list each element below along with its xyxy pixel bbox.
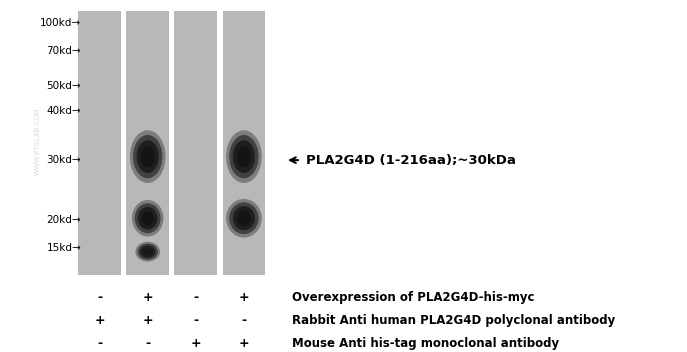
Text: 100kd→: 100kd→ (40, 18, 81, 28)
Ellipse shape (133, 135, 162, 178)
Ellipse shape (233, 206, 255, 230)
Text: +: + (142, 291, 153, 304)
Bar (126, 11, 169, 275)
Text: -: - (145, 337, 150, 350)
Ellipse shape (141, 146, 155, 167)
Ellipse shape (137, 244, 158, 260)
Ellipse shape (135, 242, 160, 262)
Text: -: - (193, 291, 199, 304)
Ellipse shape (130, 130, 166, 183)
Ellipse shape (137, 140, 159, 173)
Text: 70kd→: 70kd→ (47, 46, 81, 56)
Ellipse shape (132, 200, 164, 237)
Text: -: - (241, 314, 247, 327)
Ellipse shape (143, 248, 153, 256)
Text: WWW.PTGLAB.COM: WWW.PTGLAB.COM (35, 107, 41, 175)
Ellipse shape (233, 140, 255, 173)
Ellipse shape (138, 207, 157, 230)
Text: 50kd→: 50kd→ (47, 81, 81, 91)
Text: +: + (142, 314, 153, 327)
Ellipse shape (229, 135, 258, 178)
Text: +: + (238, 291, 249, 304)
Text: +: + (238, 337, 249, 350)
Text: 15kd→: 15kd→ (46, 243, 81, 253)
Text: 40kd→: 40kd→ (47, 106, 81, 116)
Ellipse shape (229, 202, 258, 234)
Bar (174, 11, 217, 275)
Ellipse shape (226, 130, 262, 183)
Text: -: - (97, 291, 102, 304)
Ellipse shape (142, 211, 154, 226)
Text: +: + (94, 314, 105, 327)
Text: -: - (193, 314, 199, 327)
Ellipse shape (135, 203, 161, 233)
Ellipse shape (237, 146, 251, 167)
Ellipse shape (237, 210, 251, 226)
Text: Rabbit Anti human PLA2G4D polyclonal antibody: Rabbit Anti human PLA2G4D polyclonal ant… (292, 314, 616, 327)
Text: +: + (190, 337, 201, 350)
Text: 30kd→: 30kd→ (47, 155, 81, 165)
Text: 20kd→: 20kd→ (47, 215, 81, 225)
Ellipse shape (140, 246, 155, 258)
Text: Mouse Anti his-tag monoclonal antibody: Mouse Anti his-tag monoclonal antibody (292, 337, 559, 350)
Ellipse shape (226, 199, 262, 238)
Text: PLA2G4D (1-216aa);~30kDa: PLA2G4D (1-216aa);~30kDa (306, 154, 515, 166)
Bar (78, 11, 121, 275)
Text: Overexpression of PLA2G4D-his-myc: Overexpression of PLA2G4D-his-myc (292, 291, 534, 304)
Bar (223, 11, 265, 275)
Text: -: - (97, 337, 102, 350)
